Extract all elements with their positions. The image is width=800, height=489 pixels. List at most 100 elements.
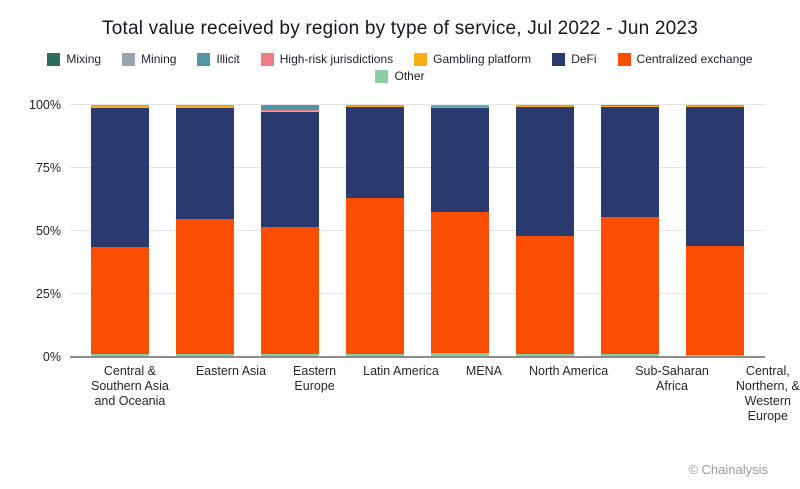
bar-segment-gambling-platform <box>346 105 404 108</box>
bar-latin-america <box>346 105 404 357</box>
bar-segment-illicit <box>431 105 489 107</box>
copyright-credit: © Chainalysis <box>688 462 768 477</box>
x-axis-label-line: Europe <box>294 379 335 393</box>
legend: Mixing Mining Illicit High-risk jurisdictio… <box>0 52 800 83</box>
bar-segment-other <box>91 354 149 357</box>
bar-north-america <box>516 105 574 357</box>
bar-segment-centralized-exchange <box>431 212 489 354</box>
legend-label: High-risk jurisdictions <box>279 52 394 66</box>
bar-segment-defi <box>176 108 234 220</box>
x-axis-label-eastern-asia: Eastern Asia <box>196 364 266 424</box>
bar-eastern-europe <box>261 105 319 357</box>
x-axis-labels: Central & Southern Asia and Oceania Eastern… <box>70 364 800 424</box>
legend-label: DeFi <box>571 52 597 66</box>
legend-swatch-other <box>375 69 389 83</box>
bar-central-northern-western-europe <box>686 105 744 357</box>
chart-title: Total value received by region by type o… <box>102 18 698 39</box>
bar-segment-defi <box>516 107 574 237</box>
bars-group <box>70 105 765 357</box>
legend-swatch-high-risk-jurisdictions <box>260 52 274 66</box>
x-axis-label-line: Western <box>744 394 791 408</box>
legend-item-defi: DeFi <box>552 52 597 66</box>
bar-segment-gambling-platform <box>431 107 489 109</box>
x-axis-line <box>70 356 765 358</box>
bar-segment-other <box>601 353 659 357</box>
legend-swatch-illicit <box>197 52 211 66</box>
x-axis-label-line: Europe <box>747 409 788 423</box>
gridline-100 <box>70 104 765 105</box>
plot-area: 0% 25% 50% 75% 100% <box>29 98 765 364</box>
legend-row: Mixing Mining Illicit High-risk jurisdictio… <box>47 52 753 66</box>
legend-swatch-gambling-platform <box>414 52 428 66</box>
x-axis-label-eastern-europe: Eastern Europe <box>293 364 336 424</box>
bar-sub-saharan-africa <box>601 105 659 357</box>
x-axis-label-line: Eastern Asia <box>195 364 267 378</box>
x-axis-label-central-southern-asia-and-oceania: Central & Southern Asia and Oceania <box>91 364 169 424</box>
y-axis-tick-0: 0% <box>42 350 61 364</box>
legend-swatch-centralized-exchange <box>617 52 631 66</box>
bar-segment-other <box>686 354 744 357</box>
gridline-75 <box>70 167 765 168</box>
bar-segment-other <box>176 354 234 357</box>
bar-segment-illicit <box>91 105 149 107</box>
x-axis-label-line: North America <box>528 364 609 378</box>
x-axis-label-line: Northern, & <box>735 379 800 393</box>
bar-segment-defi <box>346 107 404 199</box>
x-axis-label-line: Eastern <box>293 364 337 378</box>
bar-segment-illicit <box>261 105 319 111</box>
bar-mena <box>431 105 489 357</box>
y-axis-tick-75: 75% <box>35 161 61 175</box>
bar-segment-centralized-exchange <box>346 198 404 355</box>
bar-segment-centralized-exchange <box>686 245 744 355</box>
x-axis-label-line: Africa <box>656 379 688 393</box>
bar-central-southern-asia-and-oceania <box>91 105 149 357</box>
bar-segment-defi <box>261 111 319 227</box>
x-axis-label-central-northern-western-europe: Central, Northern, & Western Europe <box>736 364 800 424</box>
x-axis-label-north-america: North America <box>529 364 608 424</box>
legend-item-mining: Mining <box>122 52 176 66</box>
legend-item-high-risk-jurisdictions: High-risk jurisdictions <box>260 52 394 66</box>
bar-segment-centralized-exchange <box>91 247 149 355</box>
bar-segment-gambling-platform <box>686 105 744 107</box>
legend-swatch-defi <box>552 52 566 66</box>
x-axis-label-mena: MENA <box>466 364 502 424</box>
legend-row: Other <box>375 69 425 83</box>
bar-segment-illicit <box>176 105 234 106</box>
x-axis-label-line: Southern Asia <box>91 379 169 393</box>
bar-segment-centralized-exchange <box>601 216 659 354</box>
bar-segment-centralized-exchange <box>176 219 234 355</box>
x-axis-label-line: MENA <box>465 364 502 378</box>
bar-segment-centralized-exchange <box>516 236 574 355</box>
bar-segment-high-risk-jurisdictions <box>261 110 319 112</box>
bar-segment-defi <box>686 106 744 246</box>
y-axis-tick-50: 50% <box>35 224 61 238</box>
legend-label: Mixing <box>66 52 102 66</box>
bar-eastern-asia <box>176 105 234 357</box>
legend-label: Gambling platform <box>433 52 532 66</box>
bar-segment-gambling-platform <box>261 111 319 112</box>
legend-item-illicit: Illicit <box>197 52 240 66</box>
bar-segment-gambling-platform <box>516 105 574 108</box>
legend-swatch-mining <box>122 52 136 66</box>
legend-label: Mining <box>141 52 177 66</box>
legend-swatch-mixing <box>47 52 61 66</box>
bar-segment-other <box>516 354 574 357</box>
legend-item-gambling-platform: Gambling platform <box>414 52 531 66</box>
x-axis-label-line: Sub-Saharan <box>635 364 709 378</box>
bar-segment-defi <box>91 108 149 248</box>
bar-segment-other <box>346 354 404 357</box>
bar-segment-other <box>261 354 319 357</box>
legend-label: Centralized exchange <box>636 52 753 66</box>
gridline-25 <box>70 293 765 294</box>
bar-segment-other <box>431 353 489 357</box>
x-axis-label-line: and Oceania <box>94 394 166 408</box>
x-axis-label-latin-america: Latin America <box>363 364 439 424</box>
x-axis-label-sub-saharan-africa: Sub-Saharan Africa <box>635 364 709 424</box>
x-axis-label-line: Latin America <box>363 364 439 378</box>
bar-segment-gambling-platform <box>91 106 149 109</box>
legend-item-centralized-exchange: Centralized exchange <box>617 52 753 66</box>
bar-segment-high-risk-jurisdictions <box>431 106 489 108</box>
bar-segment-mining <box>431 105 489 106</box>
x-axis-label-line: Central, <box>745 364 790 378</box>
bar-segment-defi <box>431 108 489 213</box>
